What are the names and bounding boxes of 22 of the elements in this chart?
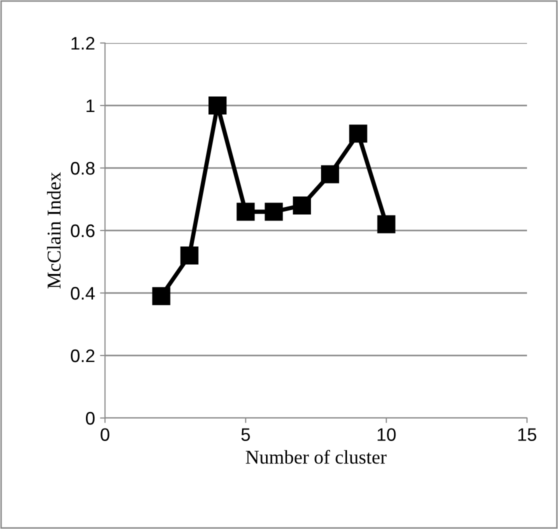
point [208, 96, 227, 115]
y-tick-label: 0.4 [70, 286, 95, 300]
y-axis-title: McClain Index [46, 172, 61, 289]
point [236, 202, 255, 221]
y-tick-label: 0.2 [70, 349, 94, 362]
x-tick-label: 0 [100, 428, 110, 441]
y-tick-label: 1 [86, 100, 94, 112]
x-axis-title: Number of cluster [246, 450, 387, 464]
y-tick-label: 0.8 [70, 162, 94, 175]
y-tick-label: 1.2 [72, 36, 94, 50]
point [264, 202, 283, 221]
point [321, 165, 340, 184]
y-tick-label: 0.6 [70, 224, 94, 238]
x-tick-label: 5 [241, 428, 250, 441]
point [152, 287, 170, 306]
x-tick-label: 15 [518, 428, 536, 441]
point [180, 246, 198, 265]
point [349, 124, 368, 143]
y-tick-label: 0 [86, 412, 95, 425]
x-tick-label: 10 [378, 428, 396, 441]
point [377, 215, 396, 234]
point [292, 196, 311, 215]
